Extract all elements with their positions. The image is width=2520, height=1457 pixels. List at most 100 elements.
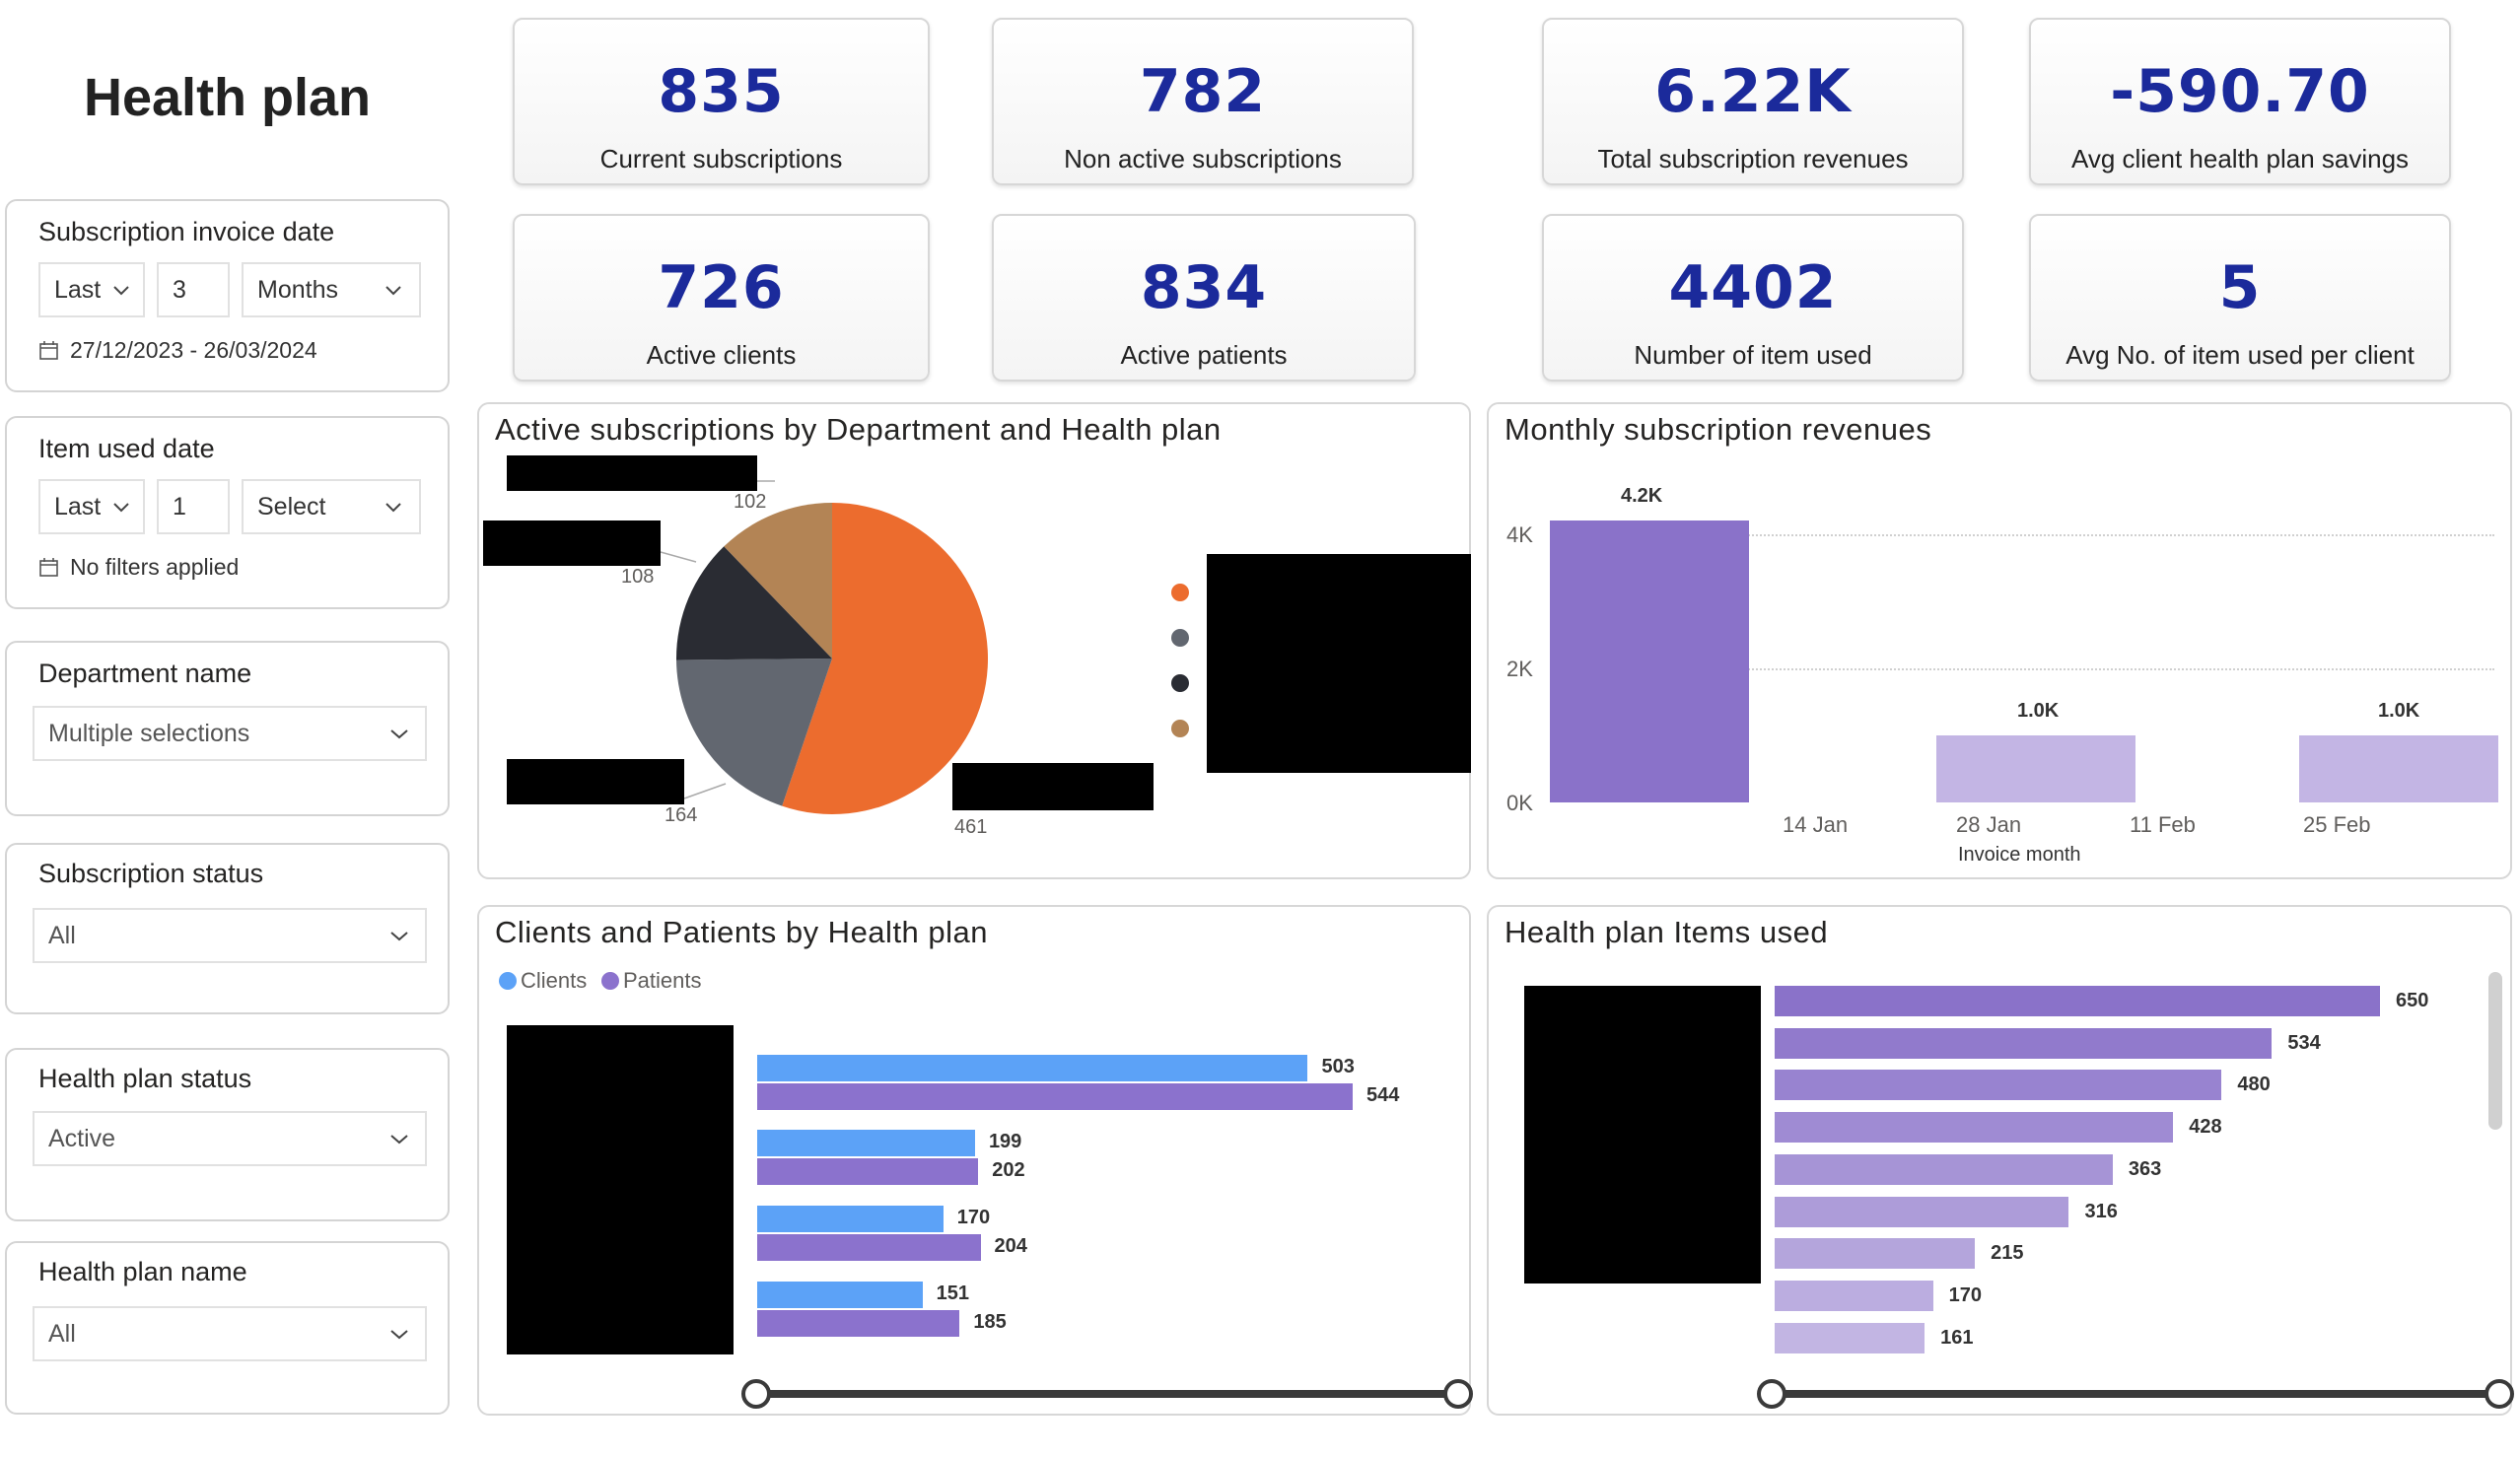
column-bar[interactable]: [2299, 735, 2498, 802]
pie-data-label: 164: [665, 804, 698, 826]
clients-bar[interactable]: [757, 1055, 1308, 1081]
relative-dropdown[interactable]: Last: [38, 479, 145, 534]
legend-dot-clients: [499, 972, 517, 990]
kpi-active-patients: 834 Active patients: [992, 214, 1416, 382]
chevron-down-icon: [113, 286, 129, 296]
zoom-slider-track[interactable]: [757, 1390, 1457, 1398]
patients-bar[interactable]: [757, 1234, 981, 1261]
items-bar[interactable]: [1775, 1070, 2222, 1101]
department-slicer: Department name Multiple selections: [5, 641, 450, 816]
items-bar[interactable]: [1775, 1027, 2273, 1059]
chart-title: Clients and Patients by Health plan: [495, 915, 989, 949]
bar-data-label: 316: [2084, 1200, 2118, 1222]
chevron-down-icon: [113, 503, 129, 513]
x-tick: 28 Jan: [1956, 812, 2022, 837]
slicer-title: Subscription invoice date: [38, 217, 335, 246]
vertical-scrollbar[interactable]: [2488, 972, 2502, 1130]
items-used-panel: Health plan Items used 650 534 480 428 363 31…: [1487, 905, 2514, 1416]
clients-bar[interactable]: [757, 1206, 944, 1232]
relative-dropdown[interactable]: Last: [38, 262, 145, 317]
health-plan-status-dropdown[interactable]: Active: [33, 1111, 427, 1166]
pie-data-label: 108: [621, 566, 655, 588]
count-input[interactable]: 1: [157, 479, 230, 534]
leader-line: [683, 783, 727, 799]
items-bar[interactable]: [1775, 1322, 1925, 1353]
legend-dot: [1171, 584, 1189, 601]
kpi-value: -590.70: [2110, 57, 2370, 126]
pie-slice[interactable]: [676, 546, 832, 660]
kpi-value: 5: [2218, 253, 2262, 322]
column-data-label: 4.2K: [1621, 485, 1663, 508]
redacted-label: [483, 520, 661, 566]
pie-slice[interactable]: [724, 503, 832, 659]
chevron-down-icon: [390, 1135, 408, 1145]
bar-data-label: 215: [1991, 1242, 2024, 1265]
unit-dropdown[interactable]: Months: [242, 262, 421, 317]
bar-data-label: 185: [973, 1311, 1007, 1333]
count-input[interactable]: 3: [157, 262, 230, 317]
x-tick: 14 Jan: [1783, 812, 1849, 837]
items-bar[interactable]: [1775, 986, 2380, 1016]
kpi-value: 726: [658, 253, 785, 322]
kpi-active-clients: 726 Active clients: [513, 214, 930, 382]
clients-bar[interactable]: [757, 1130, 975, 1156]
department-value: Multiple selections: [48, 719, 250, 747]
bar-data-label: 202: [992, 1159, 1025, 1181]
relative-value: Last: [54, 492, 102, 520]
gridline: [1552, 668, 2494, 670]
patients-bar[interactable]: [757, 1158, 979, 1185]
legend-clients[interactable]: Clients: [521, 968, 588, 993]
pie-slice[interactable]: [782, 503, 988, 814]
legend-patients[interactable]: Patients: [623, 968, 702, 993]
zoom-slider-start-handle[interactable]: [741, 1379, 771, 1409]
pie-chart-panel: Active subscriptions by Department and H…: [477, 402, 1471, 879]
chart-title: Monthly subscription revenues: [1505, 412, 1932, 447]
column-bar[interactable]: [1936, 735, 2135, 802]
bar-data-label: 363: [2128, 1157, 2162, 1180]
zoom-slider-track[interactable]: [1773, 1390, 2498, 1398]
health-plan-name-dropdown[interactable]: All: [33, 1306, 427, 1361]
slicer-title: Item used date: [38, 434, 215, 463]
column-bar[interactable]: [1550, 520, 1749, 802]
unit-dropdown[interactable]: Select: [242, 479, 421, 534]
item-used-date-slicer: Item used date Last 1 Select No filters …: [5, 416, 450, 609]
kpi-non-active-subscriptions: 782 Non active subscriptions: [992, 18, 1414, 185]
date-range: No filters applied: [38, 554, 239, 581]
redacted-category-labels: [507, 1025, 734, 1354]
clients-bar[interactable]: [757, 1282, 923, 1308]
zoom-slider-end-handle[interactable]: [1443, 1379, 1473, 1409]
chevron-down-icon: [385, 503, 401, 513]
bar-data-label: 650: [2396, 990, 2429, 1011]
subscription-status-dropdown[interactable]: All: [33, 908, 427, 963]
zoom-slider-end-handle[interactable]: [2485, 1379, 2514, 1409]
unit-value: Select: [257, 492, 326, 520]
patients-bar[interactable]: [757, 1310, 960, 1337]
items-bar[interactable]: [1775, 1280, 1933, 1311]
kpi-current-subscriptions: 835 Current subscriptions: [513, 18, 930, 185]
monthly-revenues-panel: Monthly subscription revenues 4K 2K 0K 4…: [1487, 402, 2512, 879]
kpi-value: 4402: [1668, 253, 1838, 322]
kpi-label: Active patients: [1120, 340, 1288, 370]
bar-data-label: 480: [2237, 1074, 2271, 1096]
chevron-down-icon: [385, 286, 401, 296]
chevron-down-icon: [390, 729, 408, 739]
health-plan-status-value: Active: [48, 1124, 116, 1152]
items-bar[interactable]: [1775, 1196, 2069, 1227]
items-bar[interactable]: [1775, 1153, 2113, 1185]
redacted-category-labels: [1524, 986, 1761, 1284]
x-tick: 11 Feb: [2130, 812, 2196, 837]
pie-slice[interactable]: [676, 659, 832, 806]
items-bar[interactable]: [1775, 1238, 1976, 1270]
chevron-down-icon: [390, 932, 408, 941]
patients-bar[interactable]: [757, 1083, 1353, 1110]
bar-data-label: 199: [988, 1131, 1022, 1152]
kpi-label: Avg No. of item used per client: [2065, 340, 2415, 370]
kpi-number-item-used: 4402 Number of item used: [1542, 214, 1964, 382]
zoom-slider-start-handle[interactable]: [1757, 1379, 1786, 1409]
subscription-status-value: All: [48, 921, 76, 949]
health-plan-status-slicer: Health plan status Active: [5, 1048, 450, 1221]
calendar-icon: [39, 557, 58, 577]
kpi-avg-client-savings: -590.70 Avg client health plan savings: [2029, 18, 2451, 185]
department-dropdown[interactable]: Multiple selections: [33, 706, 427, 761]
items-bar[interactable]: [1775, 1112, 2174, 1144]
